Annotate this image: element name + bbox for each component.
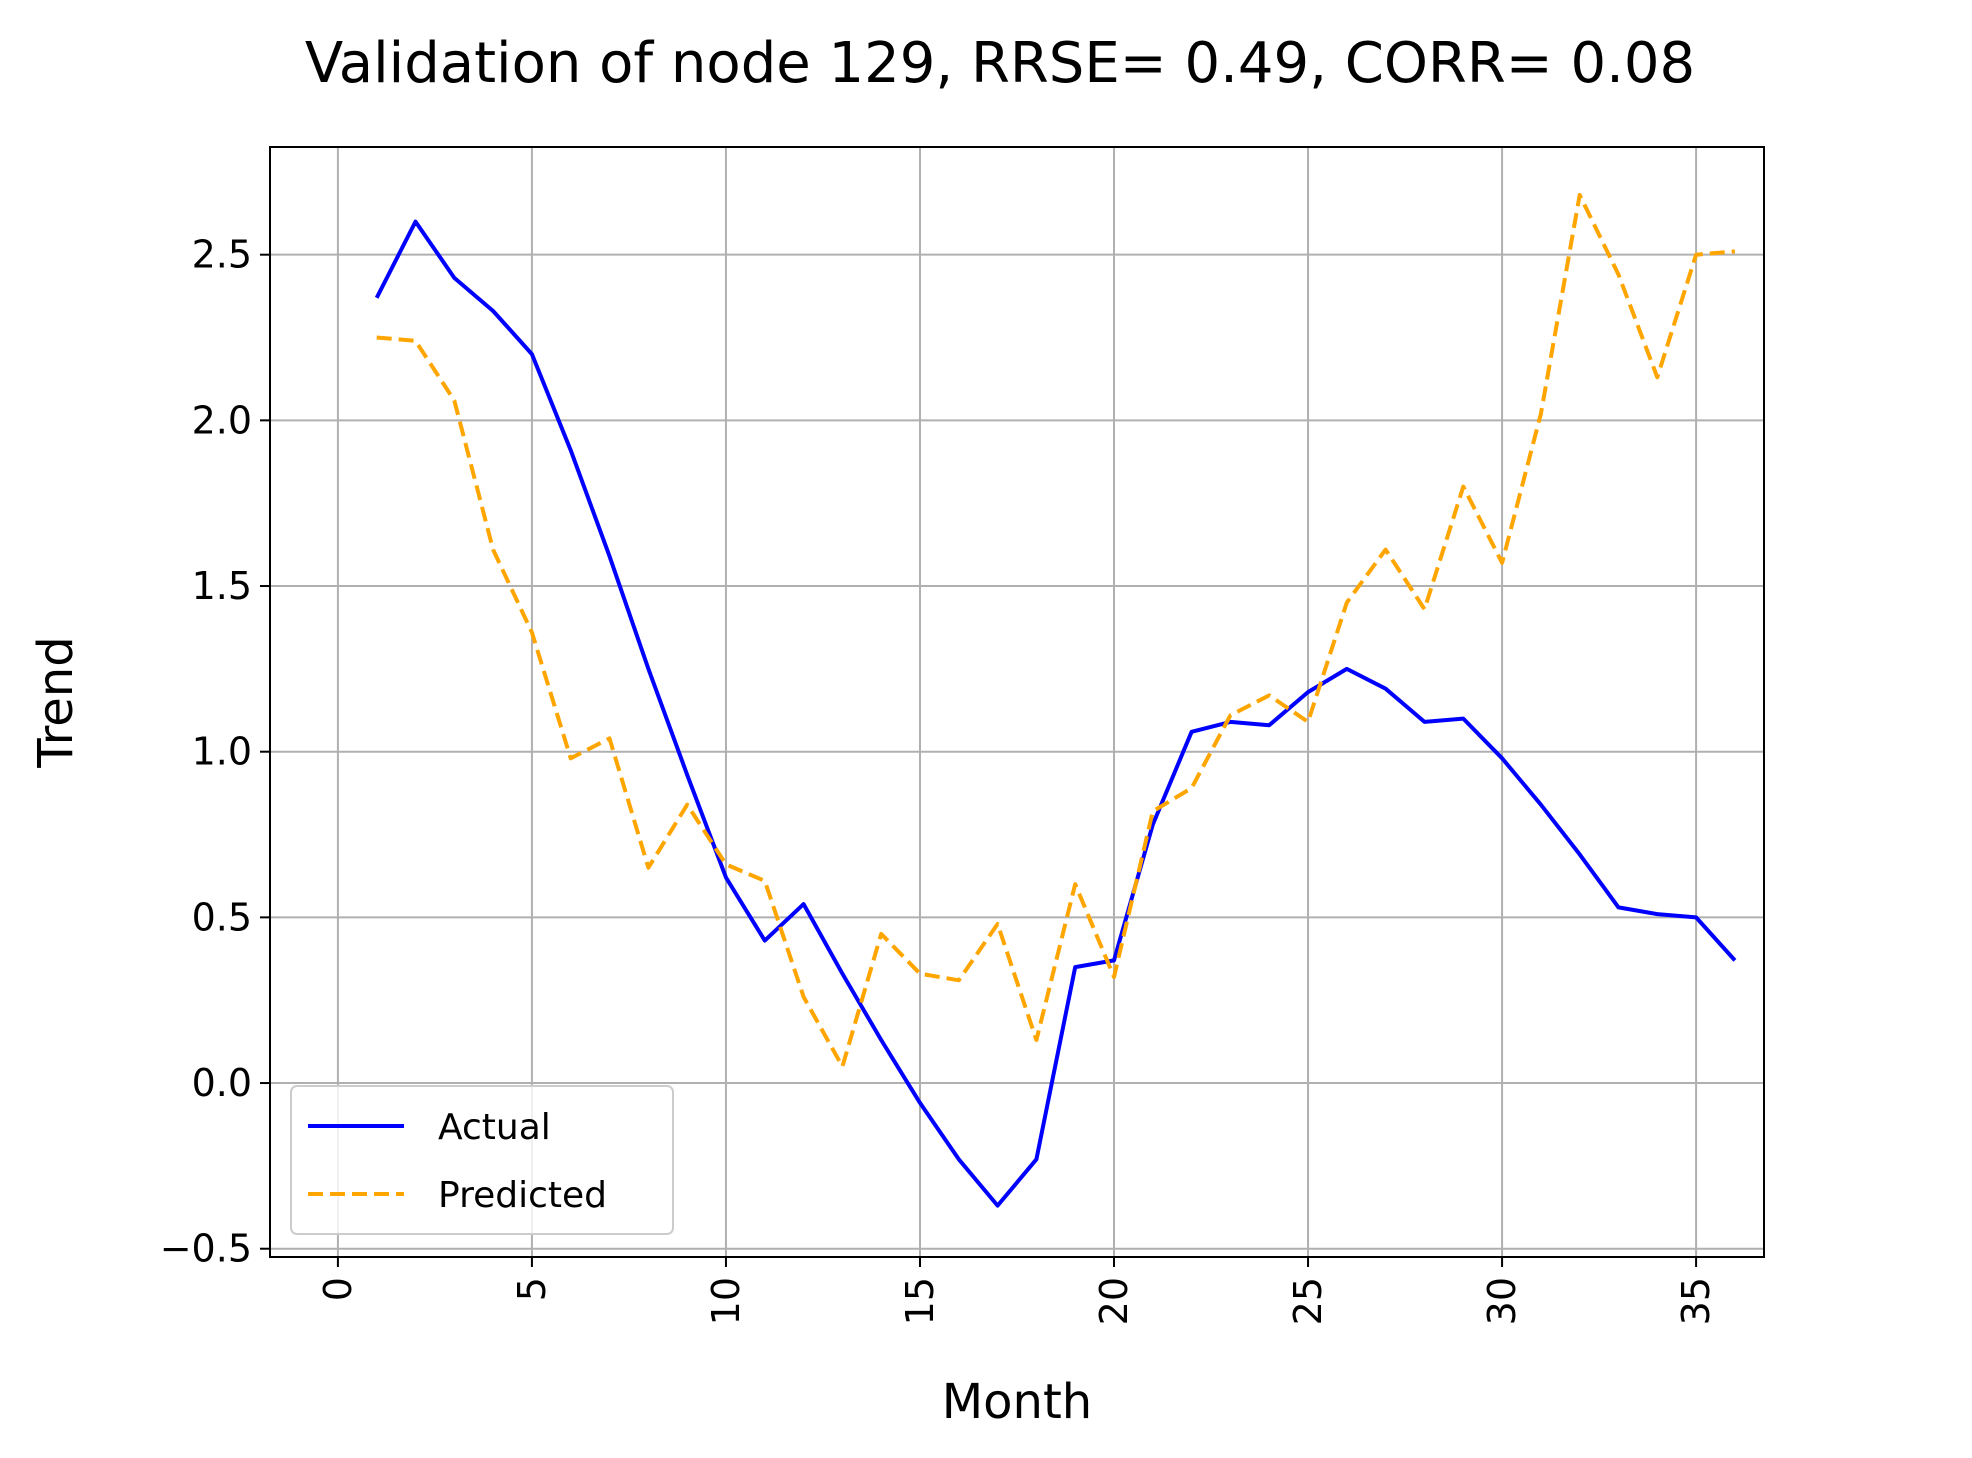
x-tick-label: 10	[704, 1277, 748, 1325]
y-tick-label: 2.0	[192, 398, 252, 442]
y-tick-label: 1.0	[192, 730, 252, 774]
series-line-predicted	[376, 193, 1736, 1069]
y-tick-label: −0.5	[160, 1227, 252, 1271]
y-tick-label: 0.5	[192, 895, 252, 939]
y-tick-label: 0.0	[192, 1061, 252, 1105]
grid-lines	[270, 147, 1764, 1257]
chart-title: Validation of node 129, RRSE= 0.49, CORR…	[305, 31, 1695, 96]
legend: Actual Predicted	[290, 1085, 674, 1235]
x-tick-label: 5	[510, 1277, 554, 1301]
x-tick-label: 30	[1480, 1277, 1524, 1325]
x-tick-label: 20	[1092, 1277, 1136, 1325]
x-tick-label: 15	[898, 1277, 942, 1325]
series-line-actual	[374, 219, 1737, 1208]
y-axis-label: Trend	[28, 636, 84, 768]
x-tick-label: 35	[1674, 1277, 1718, 1325]
x-axis-label: Month	[942, 1374, 1092, 1430]
plot-frame	[269, 146, 1765, 1258]
x-tick-label: 0	[316, 1277, 360, 1301]
legend-label-predicted: Predicted	[438, 1175, 607, 1216]
x-tick-label: 25	[1286, 1277, 1330, 1325]
y-axis: −0.5 0.0 0.5 1.0 1.5 2.0 2.5	[160, 233, 270, 1271]
legend-box	[290, 1085, 674, 1235]
y-tick-label: 1.5	[192, 564, 252, 608]
series-layer	[374, 193, 1737, 1208]
x-axis: 0 5 10 15 20 25 30 35	[316, 1257, 1718, 1325]
legend-label-actual: Actual	[438, 1107, 551, 1148]
y-tick-label: 2.5	[192, 233, 252, 277]
